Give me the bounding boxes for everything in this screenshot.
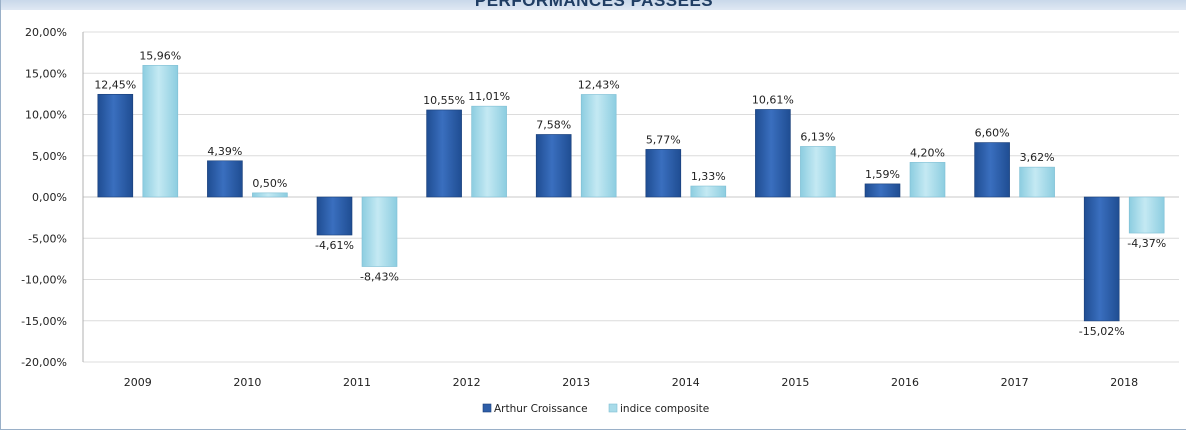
bar-arthur-croissance xyxy=(755,109,791,198)
data-label: 10,61% xyxy=(752,93,794,106)
legend-label: indice composite xyxy=(620,403,709,415)
legend-label: Arthur Croissance xyxy=(494,403,588,415)
bar-arthur-croissance xyxy=(316,196,353,236)
data-label: 10,55% xyxy=(423,94,465,107)
data-label: 7,58% xyxy=(536,118,571,131)
bar-indice-composite xyxy=(142,65,179,198)
data-label: -4,37% xyxy=(1127,237,1166,250)
data-label: 5,77% xyxy=(646,133,681,146)
axis-layer: 20,00% 15,00% 10,00% 5,00% 0,00% -5,00% -10,00… xyxy=(21,26,1138,389)
data-label: 4,39% xyxy=(207,145,242,158)
y-tick-label: 5,00% xyxy=(32,150,67,163)
data-label: 4,20% xyxy=(910,146,945,159)
data-label: 12,43% xyxy=(578,78,620,91)
bar-layer xyxy=(97,65,1165,322)
data-label: 12,45% xyxy=(94,78,136,91)
y-tick-label: 15,00% xyxy=(25,67,67,80)
data-label-layer: 12,45% 15,96% 4,39% 0,50% -4,61% -8,43% 10,55%… xyxy=(94,49,1166,338)
legend-swatch xyxy=(608,403,618,413)
x-tick-label: 2014 xyxy=(672,376,700,389)
y-tick-label: 10,00% xyxy=(25,109,67,122)
bar-arthur-croissance xyxy=(1083,196,1120,322)
bar-indice-composite xyxy=(580,94,617,198)
x-tick-label: 2015 xyxy=(781,376,809,389)
data-label: 0,50% xyxy=(252,177,287,190)
y-tick-label: -15,00% xyxy=(21,315,67,328)
bar-indice-composite xyxy=(471,105,507,198)
bar-indice-composite xyxy=(1019,166,1055,198)
x-tick-label: 2009 xyxy=(124,376,152,389)
bar-indice-composite xyxy=(252,192,288,198)
bar-arthur-croissance xyxy=(645,149,682,198)
bar-arthur-croissance xyxy=(426,109,462,198)
title-bar: PERFORMANCES PASSEES xyxy=(1,0,1186,10)
bar-arthur-croissance xyxy=(207,160,243,198)
bar-indice-composite xyxy=(909,162,946,198)
y-tick-label: 20,00% xyxy=(25,26,67,39)
bar-indice-composite xyxy=(800,146,836,198)
bar-arthur-croissance xyxy=(535,134,572,198)
x-tick-label: 2013 xyxy=(562,376,590,389)
bar-indice-composite xyxy=(690,185,727,198)
x-tick-label: 2017 xyxy=(1001,376,1029,389)
y-tick-label: -5,00% xyxy=(28,232,67,245)
bar-arthur-croissance xyxy=(864,183,901,198)
legend: Arthur Croissance indice composite xyxy=(482,403,709,415)
x-tick-label: 2018 xyxy=(1110,376,1138,389)
x-tick-label: 2010 xyxy=(233,376,261,389)
bar-arthur-croissance xyxy=(97,93,134,198)
data-label: 15,96% xyxy=(139,49,181,62)
x-tick-label: 2012 xyxy=(453,376,481,389)
data-label: -8,43% xyxy=(360,271,399,284)
data-label: -15,02% xyxy=(1079,325,1125,338)
data-label: 1,33% xyxy=(691,170,726,183)
y-tick-label: 0,00% xyxy=(32,191,67,204)
legend-swatch xyxy=(482,403,492,413)
bar-indice-composite xyxy=(1128,196,1165,234)
y-tick-label: -10,00% xyxy=(21,274,67,287)
bar-arthur-croissance xyxy=(974,142,1010,198)
data-label: 6,60% xyxy=(975,127,1010,140)
data-label: 6,13% xyxy=(800,130,835,143)
chart-title: PERFORMANCES PASSEES xyxy=(474,0,714,10)
data-label: 3,62% xyxy=(1020,151,1055,164)
data-label: 1,59% xyxy=(865,168,900,181)
bar-indice-composite xyxy=(361,196,398,267)
x-tick-label: 2011 xyxy=(343,376,371,389)
grid-layer xyxy=(83,31,1179,363)
y-tick-label: -20,00% xyxy=(21,356,67,369)
data-label: -4,61% xyxy=(315,239,354,252)
data-label: 11,01% xyxy=(468,90,510,103)
x-tick-label: 2016 xyxy=(891,376,919,389)
